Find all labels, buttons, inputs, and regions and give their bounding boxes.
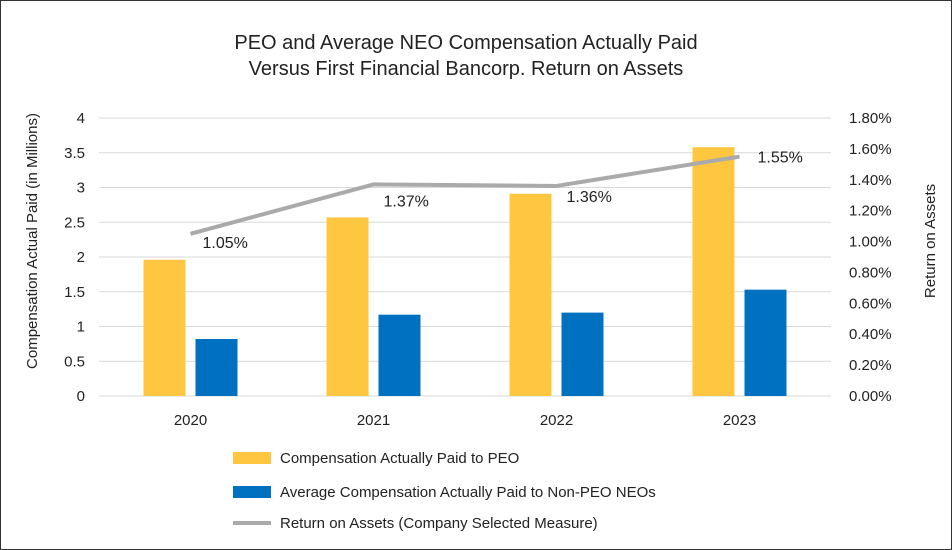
neo-bar	[561, 312, 604, 396]
legend-swatch	[233, 452, 271, 464]
peo-bar	[509, 193, 552, 396]
y2-tick-label: 1.00%	[849, 234, 892, 251]
roa-data-label: 1.37%	[384, 193, 429, 210]
roa-data-label: 1.05%	[203, 235, 248, 252]
y2-tick-label: 0.00%	[849, 388, 892, 405]
peo-bar	[326, 217, 369, 396]
axis-ticks: 0 0.5 1 1.5 2 2.5 3 3.5 4 0.00% 0.20% 0.40% 0.60% 0.8…	[64, 110, 891, 429]
y2-axis-label: Return on Assets	[922, 184, 939, 298]
y-tick-label: 3	[77, 180, 85, 197]
y2-tick-label: 0.40%	[849, 326, 892, 343]
y-tick-label: 4	[77, 110, 85, 127]
bars	[143, 147, 787, 396]
legend-label: Average Compensation Actually Paid to No…	[280, 484, 656, 501]
peo-bar	[692, 147, 735, 396]
x-tick-label: 2020	[174, 412, 207, 429]
x-tick-label: 2021	[357, 412, 390, 429]
roa-data-label: 1.55%	[758, 150, 803, 167]
neo-bar	[378, 314, 421, 396]
chart-title-line-2: Versus First Financial Bancorp. Return o…	[249, 58, 684, 80]
y-tick-label: 3.5	[64, 145, 85, 162]
x-tick-label: 2022	[540, 412, 573, 429]
neo-bar	[195, 339, 238, 396]
roa-data-label: 1.36%	[567, 189, 612, 206]
legend-label: Return on Assets (Company Selected Measu…	[280, 515, 598, 532]
y2-tick-label: 1.80%	[849, 110, 892, 127]
y2-tick-label: 0.20%	[849, 357, 892, 374]
y2-tick-label: 1.20%	[849, 203, 892, 220]
legend: Compensation Actually Paid to PEO Average…	[233, 450, 656, 532]
legend-label: Compensation Actually Paid to PEO	[280, 450, 519, 467]
y-tick-label: 1	[77, 319, 85, 336]
roa-line-path	[189, 154, 740, 236]
roa-line: 1.05% 1.37% 1.36% 1.55%	[189, 150, 803, 252]
peo-bar	[143, 259, 186, 396]
y-tick-label: 0	[77, 388, 85, 405]
y2-tick-label: 1.40%	[849, 172, 892, 189]
x-tick-label: 2023	[723, 412, 756, 429]
y-tick-label: 0.5	[64, 353, 85, 370]
chart-title-line-1: PEO and Average NEO Compensation Actuall…	[234, 32, 697, 54]
y-tick-label: 2	[77, 249, 85, 266]
y2-tick-label: 0.60%	[849, 295, 892, 312]
y-tick-label: 1.5	[64, 284, 85, 301]
neo-bar	[744, 289, 787, 396]
legend-swatch	[233, 486, 271, 498]
y2-tick-label: 1.60%	[849, 141, 892, 158]
y2-tick-label: 0.80%	[849, 264, 892, 281]
y-tick-label: 2.5	[64, 214, 85, 231]
y-axis-label: Compensation Actual Paid (in Millions)	[24, 113, 41, 369]
